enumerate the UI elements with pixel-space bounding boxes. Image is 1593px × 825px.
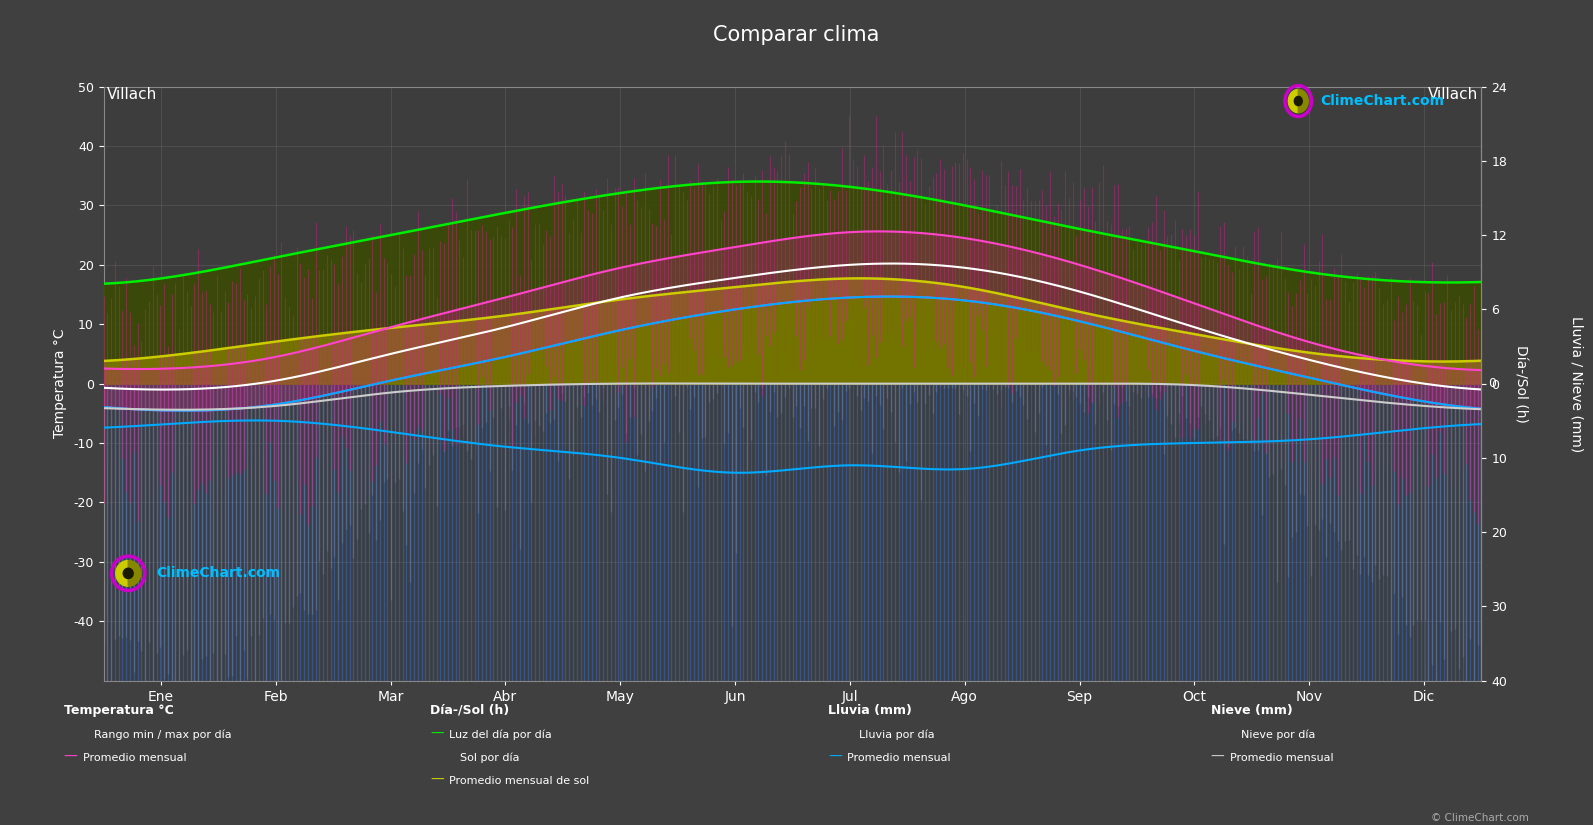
Text: Nieve por día: Nieve por día — [1241, 729, 1316, 739]
Wedge shape — [116, 560, 129, 587]
Text: Promedio mensual: Promedio mensual — [1230, 752, 1333, 762]
Text: Promedio mensual: Promedio mensual — [847, 752, 951, 762]
Wedge shape — [1298, 89, 1308, 113]
Circle shape — [1295, 97, 1303, 106]
Text: Rango min / max por día: Rango min / max por día — [94, 729, 231, 739]
Text: Villach: Villach — [1427, 87, 1478, 101]
Text: —: — — [430, 773, 444, 787]
Y-axis label: Día-/Sol (h): Día-/Sol (h) — [1513, 345, 1528, 422]
Text: © ClimeChart.com: © ClimeChart.com — [1432, 813, 1529, 823]
Text: —: — — [64, 750, 78, 764]
Y-axis label: Temperatura °C: Temperatura °C — [53, 329, 67, 438]
Text: ClimeChart.com: ClimeChart.com — [1321, 94, 1445, 107]
Text: Día-/Sol (h): Día-/Sol (h) — [430, 704, 510, 717]
Text: Promedio mensual de sol: Promedio mensual de sol — [449, 776, 589, 785]
Circle shape — [123, 568, 134, 578]
Text: Sol por día: Sol por día — [460, 752, 519, 762]
Text: Promedio mensual: Promedio mensual — [83, 752, 186, 762]
Text: Luz del día por día: Luz del día por día — [449, 729, 553, 739]
Wedge shape — [129, 560, 140, 587]
Text: Villach: Villach — [107, 87, 158, 101]
Y-axis label: Lluvia / Nieve (mm): Lluvia / Nieve (mm) — [1569, 315, 1583, 452]
Text: —: — — [430, 727, 444, 741]
Text: 0: 0 — [1488, 377, 1496, 390]
Wedge shape — [1289, 89, 1298, 113]
Text: —: — — [1211, 750, 1225, 764]
Text: Temperatura °C: Temperatura °C — [64, 704, 174, 717]
Text: Lluvia por día: Lluvia por día — [859, 729, 933, 739]
Text: —: — — [828, 750, 843, 764]
Text: ClimeChart.com: ClimeChart.com — [156, 567, 280, 580]
Text: Comparar clima: Comparar clima — [714, 25, 879, 45]
Text: Lluvia (mm): Lluvia (mm) — [828, 704, 913, 717]
Text: Nieve (mm): Nieve (mm) — [1211, 704, 1292, 717]
